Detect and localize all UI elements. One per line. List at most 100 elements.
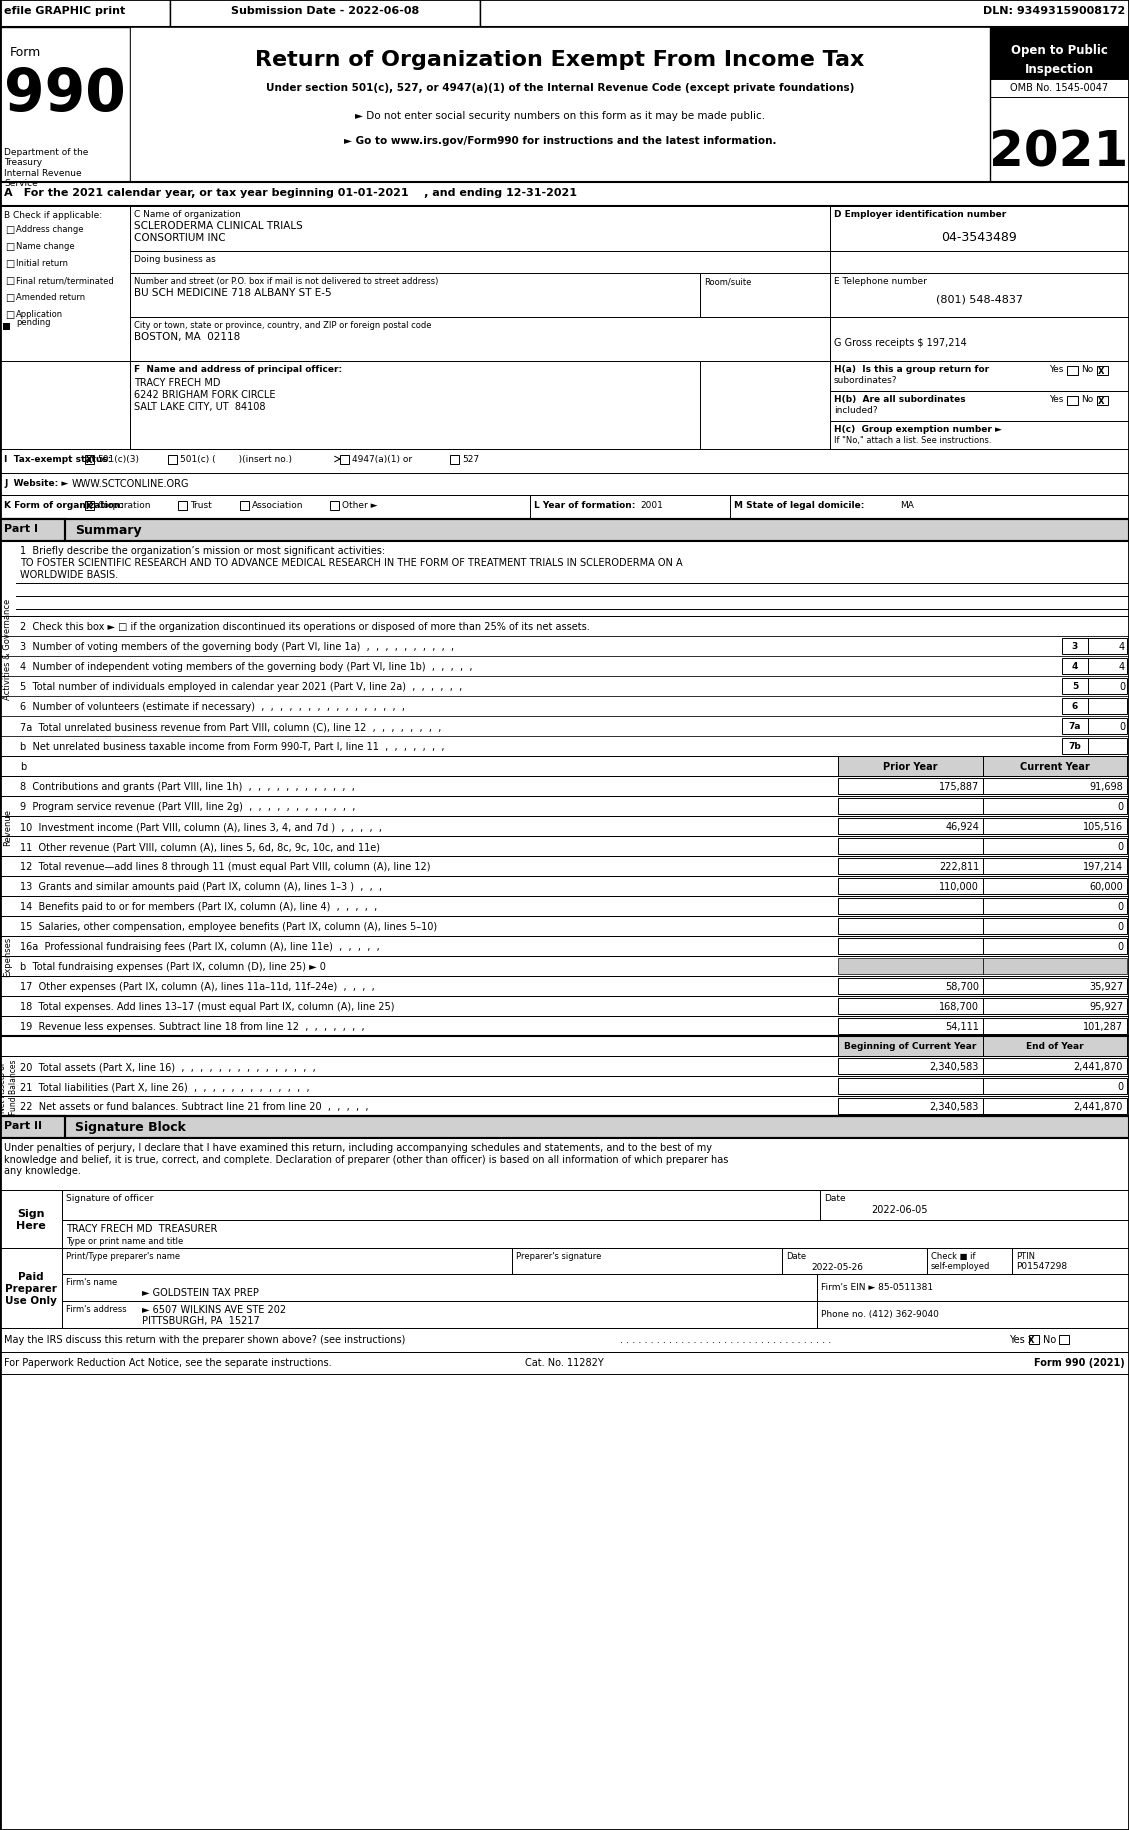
Bar — [0, 796, 1129, 816]
Text: 91,698: 91,698 — [1089, 781, 1123, 792]
Bar — [1097, 397, 1108, 406]
Text: Type or print name and title: Type or print name and title — [65, 1237, 183, 1246]
Text: X: X — [1099, 366, 1104, 375]
Text: Doing business as: Doing business as — [134, 254, 216, 264]
Text: 4  Number of independent voting members of the governing body (Part VI, line 1b): 4 Number of independent voting members o… — [20, 662, 473, 672]
Text: Activities & Governance: Activities & Governance — [3, 598, 12, 699]
Bar — [340, 456, 349, 465]
Bar — [0, 1076, 1129, 1096]
Bar — [983, 1036, 1127, 1056]
Bar — [130, 27, 990, 183]
Bar — [0, 756, 1129, 776]
Text: J  Website: ►: J Website: ► — [5, 479, 68, 489]
Bar — [1062, 699, 1088, 714]
Text: Inspection: Inspection — [1024, 62, 1094, 77]
Text: BU SCH MEDICINE 718 ALBANY ST E-5: BU SCH MEDICINE 718 ALBANY ST E-5 — [134, 287, 332, 298]
Text: Room/suite: Room/suite — [704, 276, 752, 285]
Text: Association: Association — [252, 501, 304, 511]
Bar — [838, 939, 983, 955]
Bar — [830, 207, 1129, 253]
Text: 46,924: 46,924 — [945, 822, 979, 831]
Text: 13  Grants and similar amounts paid (Part IX, column (A), lines 1–3 )  ,  ,  ,: 13 Grants and similar amounts paid (Part… — [20, 882, 382, 891]
Bar — [983, 838, 1127, 855]
Bar — [983, 798, 1127, 814]
Bar — [817, 1301, 1129, 1329]
Bar — [983, 1078, 1127, 1094]
Bar — [62, 1274, 817, 1301]
Text: MA: MA — [900, 501, 913, 511]
Bar — [0, 717, 1129, 737]
Bar — [0, 1138, 1129, 1190]
Text: No: No — [1080, 395, 1093, 404]
Text: Corporation: Corporation — [97, 501, 150, 511]
Text: Yes: Yes — [1049, 395, 1064, 404]
Text: 4: 4 — [1119, 662, 1124, 672]
Text: ► Go to www.irs.gov/Form990 for instructions and the latest information.: ► Go to www.irs.gov/Form990 for instruct… — [343, 135, 777, 146]
Bar — [782, 1248, 927, 1274]
Text: Name change: Name change — [16, 242, 75, 251]
Bar — [990, 27, 1129, 81]
Bar — [830, 274, 1129, 318]
Text: Sign
Here: Sign Here — [16, 1208, 46, 1230]
Text: 16a  Professional fundraising fees (Part IX, column (A), line 11e)  ,  ,  ,  ,  : 16a Professional fundraising fees (Part … — [20, 941, 379, 952]
Bar — [983, 756, 1127, 776]
Text: No: No — [1080, 364, 1093, 373]
Bar — [3, 324, 10, 331]
Text: 58,700: 58,700 — [945, 981, 979, 992]
Bar — [983, 858, 1127, 875]
Text: ► Do not enter social security numbers on this form as it may be made public.: ► Do not enter social security numbers o… — [355, 112, 765, 121]
Text: (801) 548-4837: (801) 548-4837 — [936, 295, 1023, 304]
Bar — [830, 392, 1129, 421]
Text: Yes: Yes — [1049, 364, 1064, 373]
Text: 7a  Total unrelated business revenue from Part VIII, column (C), line 12  ,  ,  : 7a Total unrelated business revenue from… — [20, 721, 441, 732]
Text: Net Assets or
Fund Balances: Net Assets or Fund Balances — [0, 1060, 18, 1114]
Bar — [240, 501, 250, 511]
Text: 0: 0 — [1117, 902, 1123, 911]
Bar — [983, 919, 1127, 935]
Bar — [1062, 639, 1088, 655]
Text: I  Tax-exempt status:: I Tax-exempt status: — [5, 454, 112, 463]
Bar — [0, 1190, 62, 1248]
Text: 0: 0 — [1117, 941, 1123, 952]
Text: Open to Public: Open to Public — [1010, 44, 1108, 57]
Bar — [0, 450, 1129, 474]
Text: 2,340,583: 2,340,583 — [929, 1061, 979, 1071]
Text: 4: 4 — [1071, 662, 1078, 670]
Text: 2,441,870: 2,441,870 — [1074, 1102, 1123, 1111]
Bar — [830, 318, 1129, 362]
Text: L Year of formation:: L Year of formation: — [534, 501, 636, 511]
Text: Return of Organization Exempt From Income Tax: Return of Organization Exempt From Incom… — [255, 49, 865, 70]
Text: □: □ — [5, 309, 15, 320]
Bar — [983, 899, 1127, 915]
Bar — [168, 456, 177, 465]
Text: □: □ — [5, 258, 15, 269]
Bar — [1097, 366, 1108, 375]
Bar — [838, 919, 983, 935]
Bar — [0, 474, 1129, 496]
Text: 1  Briefly describe the organization’s mission or most significant activities:: 1 Briefly describe the organization’s mi… — [20, 545, 385, 556]
Text: 4947(a)(1) or: 4947(a)(1) or — [352, 454, 412, 463]
Text: Paid
Preparer
Use Only: Paid Preparer Use Only — [5, 1272, 56, 1305]
Text: □: □ — [5, 242, 15, 253]
Text: self-employed: self-employed — [931, 1261, 990, 1270]
Text: For Paperwork Reduction Act Notice, see the separate instructions.: For Paperwork Reduction Act Notice, see … — [5, 1358, 332, 1367]
Text: H(a)  Is this a group return for: H(a) Is this a group return for — [834, 364, 989, 373]
Bar — [983, 959, 1127, 974]
Bar — [1088, 699, 1127, 714]
Text: 501(c) (        )(insert no.): 501(c) ( )(insert no.) — [180, 454, 292, 463]
Text: X: X — [1099, 397, 1104, 406]
Bar — [1059, 1336, 1069, 1345]
Text: Revenue: Revenue — [3, 809, 12, 845]
Text: Trust: Trust — [190, 501, 212, 511]
Bar — [62, 1248, 511, 1274]
Text: 2,340,583: 2,340,583 — [929, 1102, 979, 1111]
Bar — [62, 1301, 817, 1329]
Bar — [130, 362, 700, 450]
Text: If "No," attach a list. See instructions.: If "No," attach a list. See instructions… — [834, 436, 991, 445]
Text: P01547298: P01547298 — [1016, 1261, 1067, 1270]
Text: Application: Application — [16, 309, 63, 318]
Text: Under section 501(c), 527, or 4947(a)(1) of the Internal Revenue Code (except pr: Under section 501(c), 527, or 4947(a)(1)… — [265, 82, 855, 93]
Text: Form 990 (2021): Form 990 (2021) — [1034, 1358, 1124, 1367]
Bar — [0, 897, 1129, 917]
Text: 0: 0 — [1119, 721, 1124, 732]
